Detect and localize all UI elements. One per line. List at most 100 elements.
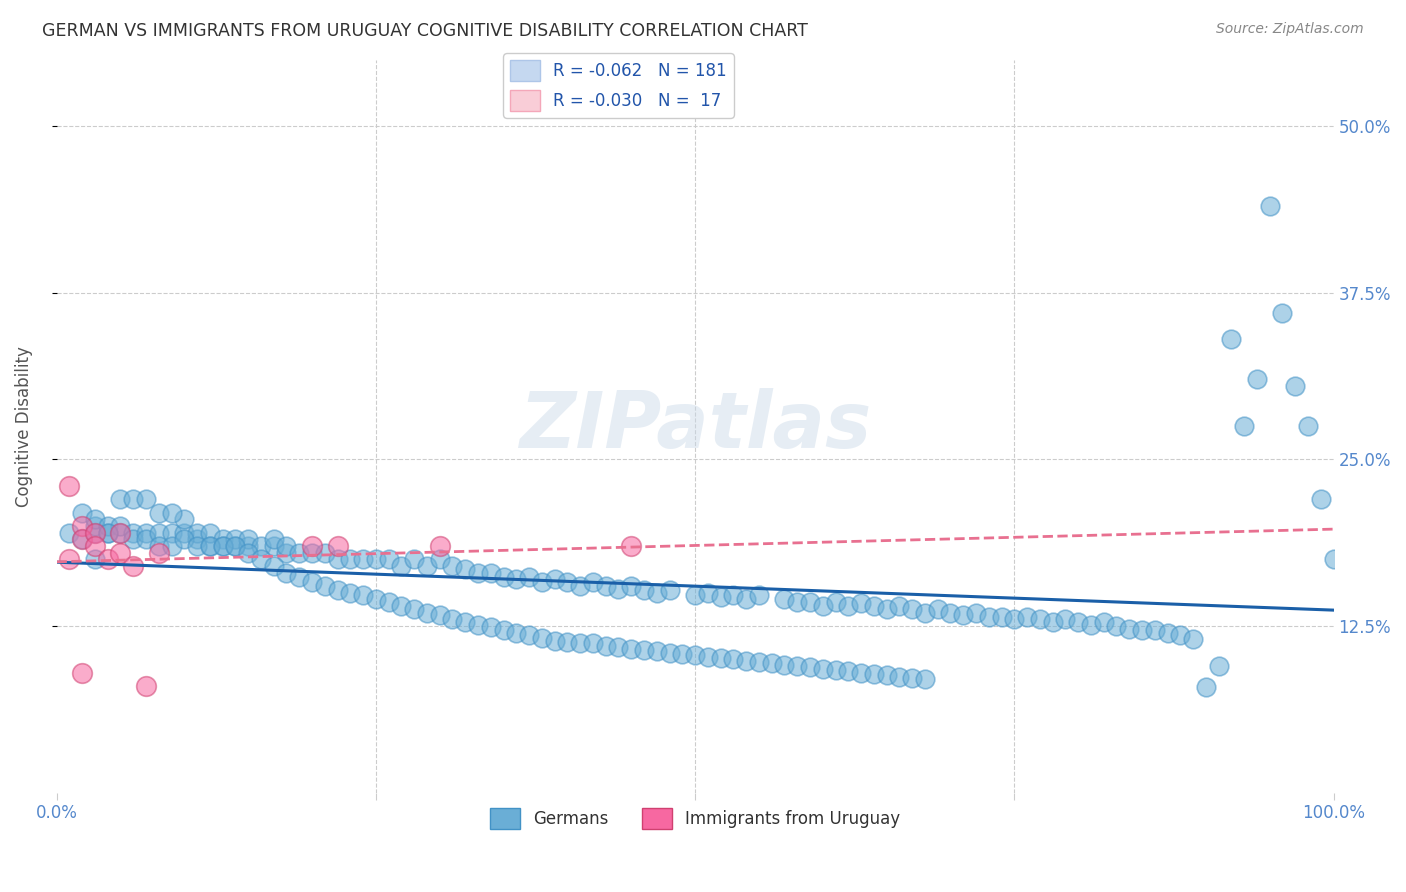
Point — [58, 552, 80, 566]
Point — [263, 539, 285, 553]
Point — [250, 539, 273, 553]
Point — [186, 539, 208, 553]
Point — [889, 599, 911, 613]
Point — [389, 559, 412, 574]
Point — [1054, 612, 1077, 626]
Point — [1002, 612, 1025, 626]
Point — [1042, 615, 1064, 629]
Point — [84, 525, 107, 540]
Point — [645, 644, 668, 658]
Point — [97, 525, 120, 540]
Point — [389, 599, 412, 613]
Point — [965, 606, 987, 620]
Point — [569, 579, 592, 593]
Point — [479, 620, 502, 634]
Point — [773, 592, 796, 607]
Text: ZIPatlas: ZIPatlas — [519, 388, 872, 464]
Point — [70, 665, 93, 680]
Point — [416, 606, 439, 620]
Point — [569, 636, 592, 650]
Point — [326, 583, 349, 598]
Point — [224, 539, 246, 553]
Point — [326, 552, 349, 566]
Point — [236, 546, 259, 560]
Point — [236, 533, 259, 547]
Point — [710, 651, 733, 665]
Point — [530, 631, 553, 645]
Point — [454, 562, 477, 576]
Point — [1182, 632, 1205, 647]
Point — [97, 525, 120, 540]
Point — [658, 646, 681, 660]
Point — [748, 588, 770, 602]
Point — [492, 623, 515, 637]
Point — [148, 506, 170, 520]
Point — [1258, 199, 1281, 213]
Point — [122, 559, 145, 574]
Point — [543, 573, 565, 587]
Point — [276, 546, 298, 560]
Point — [224, 533, 246, 547]
Point — [1284, 379, 1306, 393]
Point — [211, 533, 233, 547]
Point — [977, 609, 1000, 624]
Point — [517, 628, 540, 642]
Point — [301, 546, 323, 560]
Point — [849, 665, 872, 680]
Point — [58, 479, 80, 493]
Point — [301, 575, 323, 590]
Point — [748, 655, 770, 669]
Point — [1143, 623, 1166, 637]
Point — [173, 533, 195, 547]
Point — [70, 533, 93, 547]
Point — [263, 533, 285, 547]
Point — [889, 670, 911, 684]
Point — [160, 539, 183, 553]
Point — [633, 643, 655, 657]
Point — [186, 525, 208, 540]
Point — [186, 533, 208, 547]
Point — [1156, 625, 1178, 640]
Point — [70, 506, 93, 520]
Point — [148, 525, 170, 540]
Point — [110, 546, 132, 560]
Point — [135, 679, 157, 693]
Point — [837, 599, 859, 613]
Point — [97, 519, 120, 533]
Point — [876, 601, 898, 615]
Point — [773, 657, 796, 672]
Point — [97, 552, 120, 566]
Point — [683, 588, 706, 602]
Point — [339, 552, 361, 566]
Point — [837, 665, 859, 679]
Text: Source: ZipAtlas.com: Source: ZipAtlas.com — [1216, 22, 1364, 37]
Point — [429, 608, 451, 623]
Point — [901, 601, 924, 615]
Point — [1296, 419, 1319, 434]
Point — [250, 552, 273, 566]
Point — [939, 606, 962, 620]
Point — [364, 592, 387, 607]
Point — [198, 525, 221, 540]
Point — [135, 492, 157, 507]
Point — [404, 552, 426, 566]
Point — [377, 552, 399, 566]
Point — [811, 662, 834, 676]
Point — [595, 639, 617, 653]
Point — [543, 633, 565, 648]
Point — [607, 640, 630, 655]
Point — [862, 667, 884, 681]
Point — [364, 552, 387, 566]
Point — [148, 546, 170, 560]
Point — [824, 663, 846, 677]
Point — [914, 606, 936, 620]
Point — [288, 570, 311, 584]
Point — [1080, 617, 1102, 632]
Point — [1246, 372, 1268, 386]
Point — [811, 599, 834, 613]
Point — [786, 595, 808, 609]
Point — [799, 595, 821, 609]
Text: GERMAN VS IMMIGRANTS FROM URUGUAY COGNITIVE DISABILITY CORRELATION CHART: GERMAN VS IMMIGRANTS FROM URUGUAY COGNIT… — [42, 22, 808, 40]
Point — [710, 590, 733, 604]
Point — [122, 492, 145, 507]
